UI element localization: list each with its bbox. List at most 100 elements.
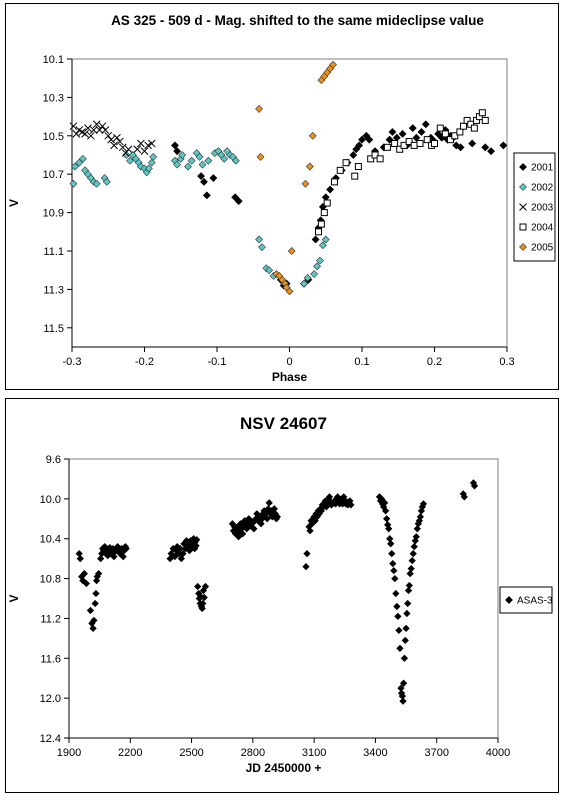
legend-label: ASAS-3 <box>517 596 553 607</box>
data-point <box>144 141 152 150</box>
data-point <box>306 527 314 535</box>
data-point <box>122 545 130 553</box>
data-point <box>358 135 366 144</box>
data-point <box>177 555 185 563</box>
data-point <box>387 540 395 548</box>
series-2004 <box>315 109 489 236</box>
legend-label: 2003 <box>531 203 554 214</box>
data-point <box>84 124 92 132</box>
data-point <box>349 151 358 159</box>
data-point <box>400 141 408 149</box>
data-point <box>179 550 187 558</box>
data-point <box>416 139 424 147</box>
x-tick-label: -0.2 <box>135 356 154 368</box>
y-tick-label: 10.4 <box>40 534 61 546</box>
data-point <box>323 199 331 207</box>
data-point <box>81 130 89 138</box>
data-point <box>197 172 205 181</box>
data-point <box>400 654 409 662</box>
plot-area <box>68 458 499 739</box>
y-tick-label: 10.8 <box>40 574 61 586</box>
data-point <box>265 266 274 275</box>
data-point <box>69 122 78 131</box>
x-tick-label: 0.3 <box>499 356 514 368</box>
data-point <box>90 616 98 625</box>
data-point <box>255 235 263 244</box>
data-point <box>394 612 402 621</box>
data-point <box>413 525 421 533</box>
data-point <box>113 133 121 142</box>
data-point <box>391 574 399 583</box>
data-point <box>336 166 344 174</box>
data-point <box>416 513 424 521</box>
data-point <box>398 129 407 138</box>
data-point <box>417 128 426 136</box>
data-point <box>412 133 421 142</box>
data-point <box>202 191 211 200</box>
data-point <box>176 545 184 553</box>
legend <box>513 152 556 262</box>
data-point <box>318 241 327 250</box>
data-point <box>487 147 495 156</box>
data-point <box>382 507 390 515</box>
data-point <box>171 141 179 150</box>
data-point <box>119 553 127 561</box>
y-tick-label: 11.1 <box>43 246 64 258</box>
x-tick-label: 1900 <box>57 747 81 759</box>
data-point <box>481 116 489 124</box>
data-point <box>385 525 393 533</box>
data-point <box>75 158 84 167</box>
data-point <box>317 220 325 228</box>
data-point <box>406 569 414 578</box>
data-point <box>383 515 391 523</box>
data-point <box>115 137 124 146</box>
x-tick-label: -0.3 <box>63 356 82 368</box>
data-point <box>147 139 156 148</box>
data-point <box>199 599 207 608</box>
data-point <box>371 151 379 159</box>
data-point <box>383 143 391 151</box>
data-point <box>104 131 113 140</box>
data-point <box>78 154 87 163</box>
data-point <box>303 273 312 282</box>
data-point <box>133 145 142 154</box>
series-ASAS-3 <box>75 479 479 705</box>
x-tick-label: 3100 <box>302 747 326 759</box>
data-point <box>121 149 130 157</box>
data-point <box>315 228 322 236</box>
data-point <box>185 547 194 555</box>
data-point <box>481 143 490 152</box>
x-tick-label: 3700 <box>424 747 448 759</box>
chart-panel-nsv24607: NSV 24607 1900 2200 2500 2800 3100 3400 3700 400… <box>5 398 559 793</box>
chart-title: AS 325 - 509 d - Mag. shifted to the sam… <box>111 13 484 28</box>
data-point <box>423 136 431 144</box>
data-point <box>94 569 103 578</box>
data-point <box>137 139 145 148</box>
y-tick-label: 12.0 <box>40 693 61 705</box>
y-tick-label: 10.7 <box>43 169 64 181</box>
data-point <box>302 562 310 571</box>
data-point <box>220 154 229 163</box>
legend-marker <box>519 243 527 251</box>
data-point <box>239 530 247 538</box>
data-point <box>407 564 415 573</box>
y-tick-label: 9.6 <box>46 454 61 466</box>
data-point <box>467 120 475 128</box>
y-tick-label: 11.3 <box>43 284 64 296</box>
data-point <box>98 122 107 131</box>
data-point <box>354 163 362 171</box>
data-point <box>441 130 449 138</box>
data-point <box>173 147 182 156</box>
data-point <box>263 515 271 523</box>
data-point <box>446 136 454 144</box>
data-point <box>92 179 101 188</box>
data-point <box>326 185 335 194</box>
data-point <box>91 599 99 608</box>
data-point <box>200 593 208 602</box>
data-point <box>95 126 104 134</box>
data-point <box>231 156 240 165</box>
data-point <box>395 626 403 635</box>
data-point <box>144 164 153 173</box>
data-point <box>388 128 397 136</box>
data-point <box>329 60 337 69</box>
